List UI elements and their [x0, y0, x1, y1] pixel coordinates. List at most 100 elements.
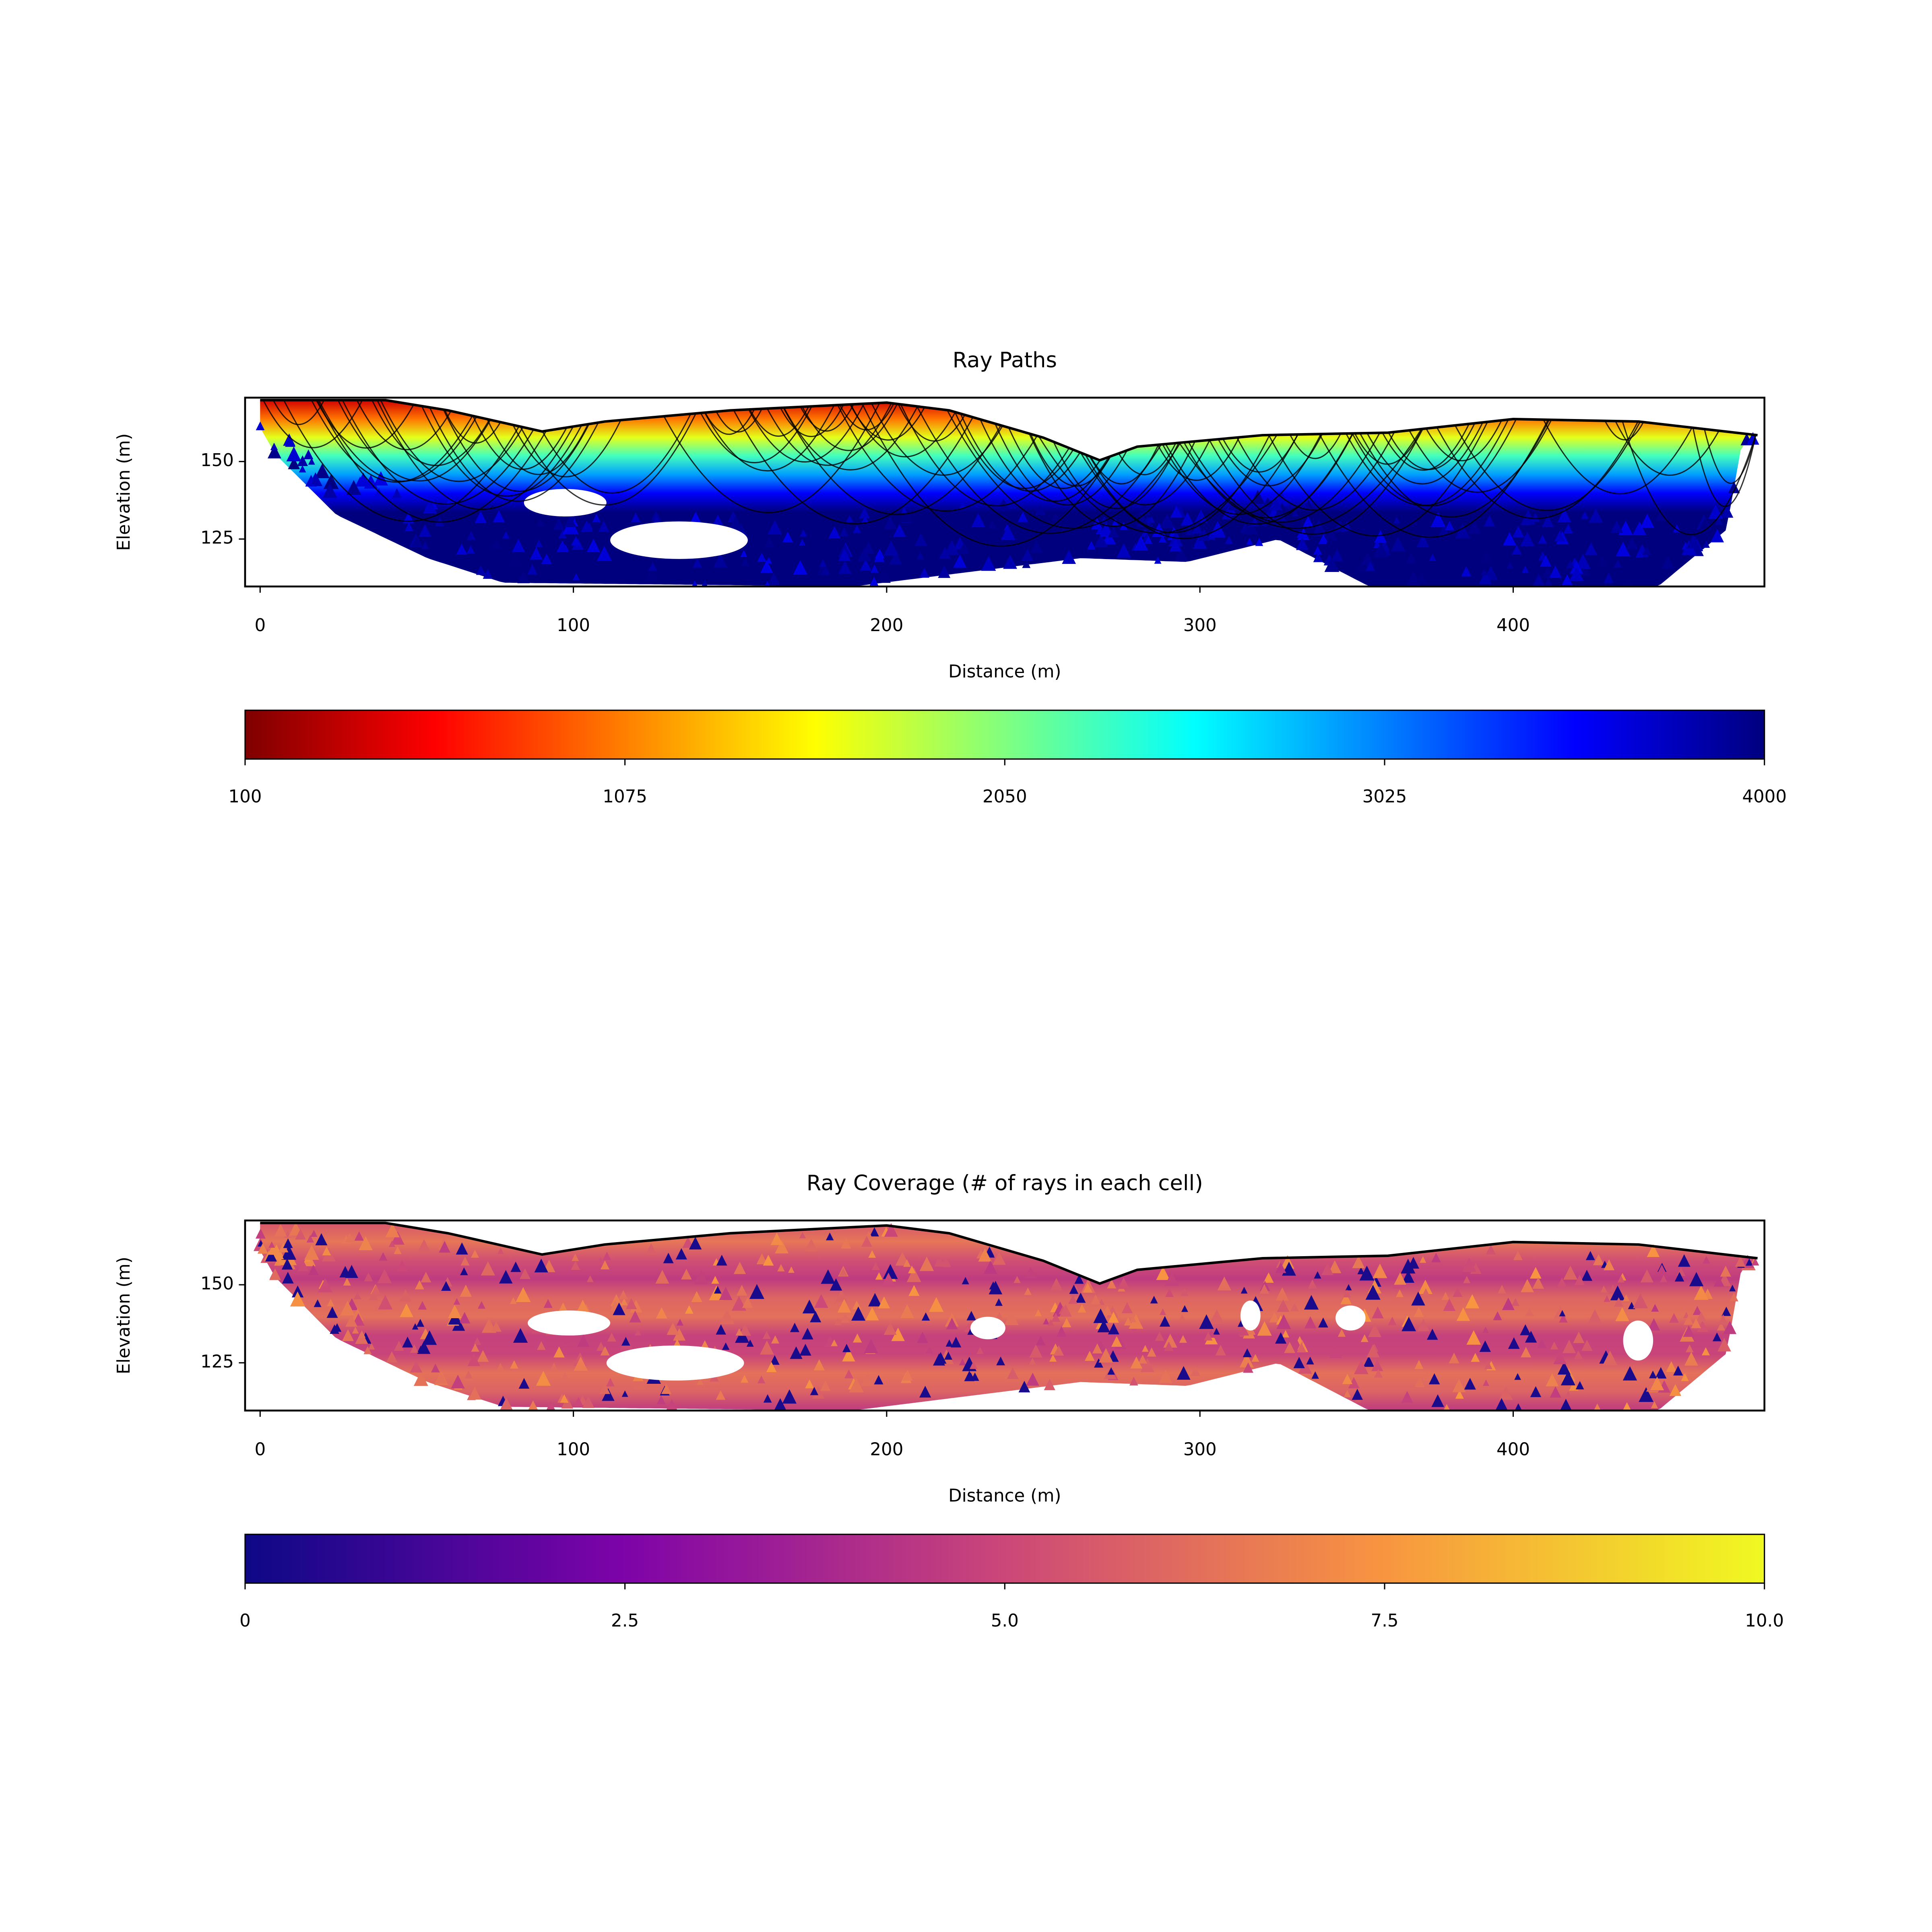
cell — [606, 1378, 615, 1387]
cell — [938, 565, 951, 578]
colorbar-tick-label: 100 — [228, 787, 262, 807]
cell — [597, 1257, 605, 1265]
cell — [1735, 1256, 1746, 1267]
cell — [394, 1246, 402, 1254]
cell — [340, 1300, 355, 1316]
cell — [1453, 1287, 1463, 1297]
ray-path — [916, 406, 1162, 534]
cell — [1191, 1366, 1201, 1376]
cell — [1465, 1294, 1480, 1309]
ray-path — [1615, 421, 1720, 476]
cell — [410, 1344, 419, 1353]
cell — [267, 444, 281, 458]
cell — [1312, 521, 1327, 536]
cell — [1546, 1373, 1559, 1387]
cell — [840, 1313, 850, 1323]
cell — [1414, 1307, 1424, 1317]
cell — [1666, 1361, 1677, 1372]
cell — [1550, 1342, 1558, 1350]
cell — [1094, 1358, 1103, 1368]
cell — [900, 1304, 914, 1318]
cell — [303, 449, 314, 460]
cell — [691, 1291, 702, 1302]
cell — [1651, 1401, 1658, 1408]
cell — [1138, 1354, 1147, 1364]
cell — [1363, 1356, 1375, 1367]
x-tick-label: 400 — [1496, 1439, 1530, 1459]
cell — [1715, 517, 1723, 525]
x-tick-label: 300 — [1183, 1439, 1217, 1459]
cell — [423, 500, 437, 514]
cell — [388, 1240, 396, 1247]
cell — [1373, 1263, 1387, 1278]
ray-path — [283, 400, 520, 522]
cell — [497, 1247, 504, 1254]
cell — [908, 1265, 916, 1274]
cell — [871, 1262, 880, 1270]
cell — [1302, 516, 1314, 527]
cell — [1730, 1292, 1738, 1302]
cell — [1593, 1254, 1604, 1265]
cell — [1712, 1332, 1721, 1342]
x-axis-label: Distance (m) — [948, 1486, 1061, 1506]
cell — [1359, 1265, 1375, 1281]
cell — [460, 1284, 472, 1297]
cell — [988, 520, 996, 529]
cell — [713, 514, 723, 525]
cell — [768, 520, 782, 535]
ray-path — [1692, 427, 1757, 507]
cell — [981, 556, 996, 571]
cell — [1554, 530, 1565, 541]
cell — [1062, 550, 1076, 564]
cell — [1573, 1331, 1585, 1343]
cell — [1255, 538, 1263, 546]
cell — [940, 1256, 951, 1267]
cell — [491, 1321, 502, 1332]
cell — [491, 538, 502, 549]
cell — [633, 1376, 646, 1389]
y-tick-label: 125 — [200, 1352, 234, 1372]
cell — [535, 539, 543, 547]
cell — [1274, 491, 1289, 506]
cell — [1013, 1276, 1021, 1283]
cell — [793, 560, 807, 575]
ray-path — [1436, 421, 1639, 519]
cell — [1141, 529, 1149, 537]
cell — [468, 1387, 481, 1400]
gap — [970, 1317, 1005, 1340]
cell — [1483, 1379, 1490, 1386]
cell — [958, 542, 970, 554]
x-tick-label: 0 — [254, 615, 266, 636]
cell — [392, 488, 402, 498]
cell — [541, 553, 552, 564]
cell — [1296, 537, 1309, 550]
cell — [826, 1232, 834, 1241]
cell — [553, 1346, 565, 1358]
cell — [777, 1264, 785, 1271]
cell — [493, 510, 505, 522]
cell — [1540, 555, 1552, 567]
cell — [556, 540, 568, 552]
cell — [1275, 1332, 1287, 1344]
cell — [1452, 1379, 1466, 1392]
cell — [1525, 1307, 1534, 1316]
cell — [1574, 1274, 1585, 1286]
cell — [278, 1242, 289, 1253]
cell — [1298, 1360, 1312, 1374]
cell — [1305, 500, 1312, 507]
cell — [1192, 534, 1207, 549]
cell — [1257, 1321, 1272, 1336]
cell — [1281, 1255, 1294, 1269]
ray-path — [1165, 433, 1354, 525]
cell — [1691, 1318, 1701, 1328]
cell — [596, 1342, 606, 1351]
cell — [1721, 505, 1734, 518]
cell — [1650, 1376, 1664, 1391]
cell — [1569, 566, 1584, 581]
cell — [1585, 542, 1598, 555]
cell — [1508, 1337, 1520, 1349]
cell — [821, 1269, 836, 1284]
cell — [865, 1307, 879, 1321]
cell — [1411, 1291, 1425, 1306]
cell — [1090, 1294, 1101, 1305]
